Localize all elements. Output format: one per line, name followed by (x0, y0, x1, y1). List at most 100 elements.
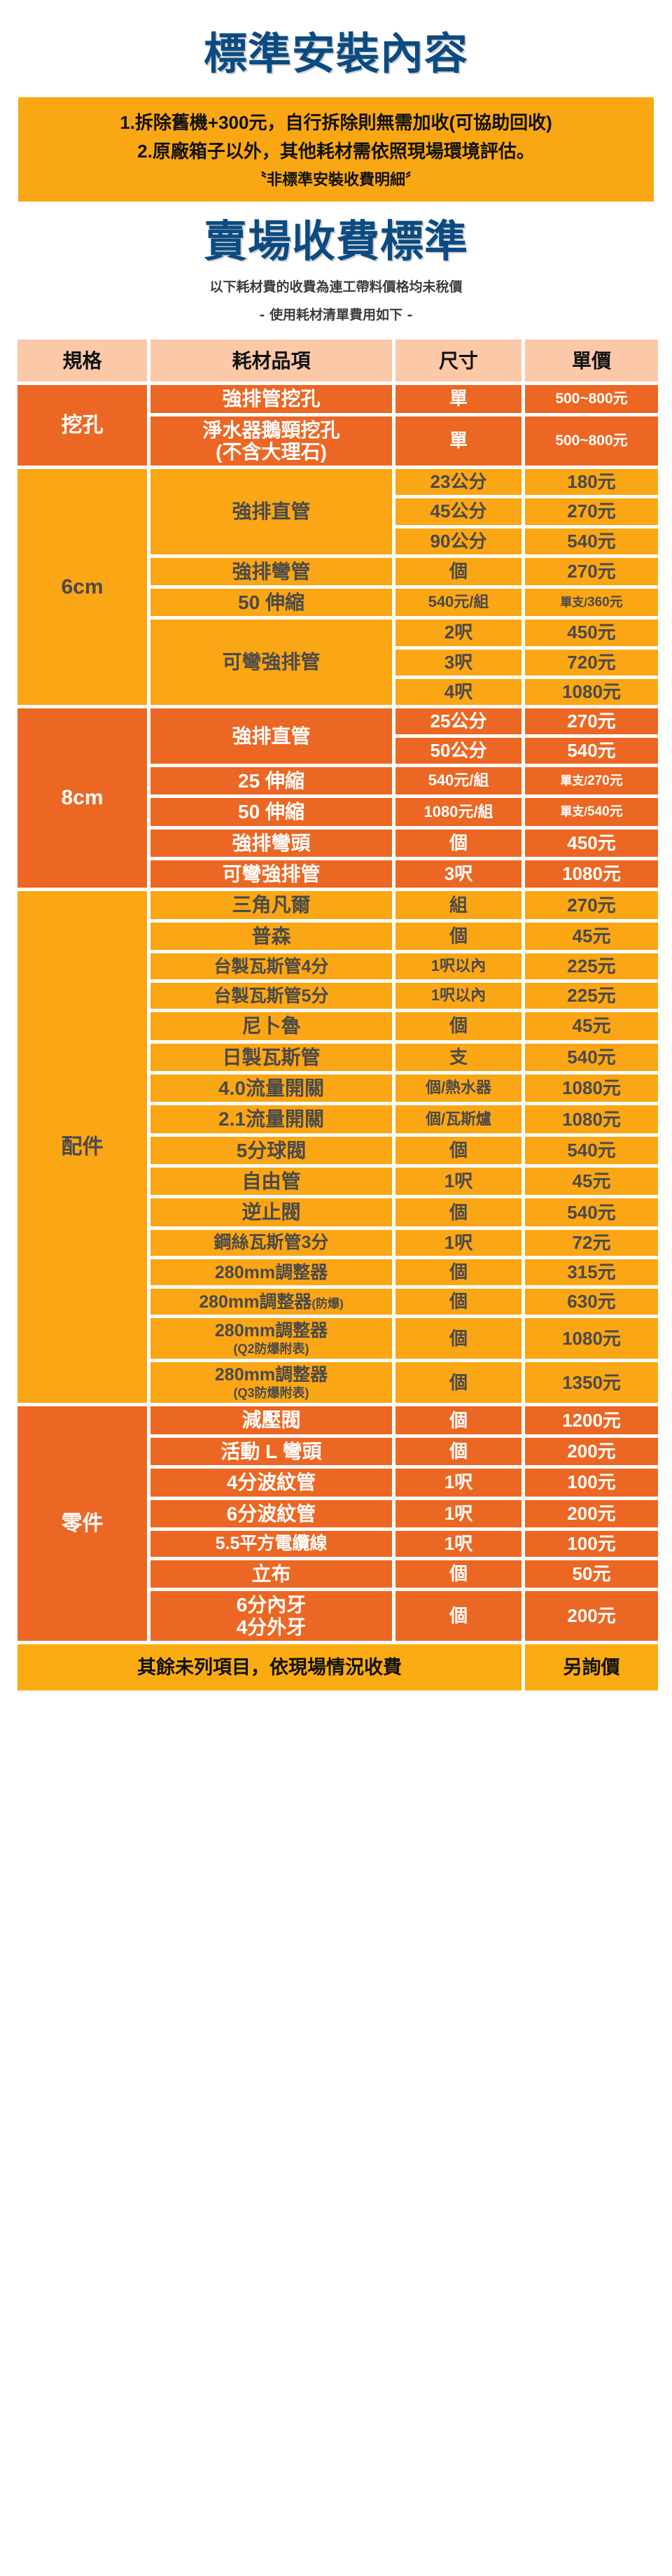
item-name: 可彎強排管 (150, 860, 392, 888)
item-price: 315元 (525, 1259, 658, 1286)
item-price: 270元 (525, 891, 658, 919)
item-size: 3呎 (396, 649, 522, 676)
item-price: 1080元 (525, 678, 658, 705)
item-size: 1呎 (396, 1530, 522, 1558)
table-row: 50 伸縮 1080元/組 單支/540元 (18, 798, 658, 826)
table-row: 可彎強排管 3呎 1080元 (18, 860, 658, 888)
notice-line-2: 2.原廠箱子以外，其他耗材需依照現場環境評估。 (137, 140, 535, 162)
item-name: 尼卜魯 (150, 1012, 392, 1040)
item-name: 50 伸縮 (150, 589, 392, 617)
group-label-2: 8cm (18, 708, 147, 888)
price-prefix: 單支/ (560, 596, 588, 610)
item-size: 540元/組 (396, 766, 522, 795)
item-size: 個 (396, 1591, 522, 1642)
item-name: 強排管挖孔 (150, 385, 392, 413)
table-row: 50公分 540元 (18, 737, 658, 764)
page-title-standard-install: 標準安裝內容 (203, 30, 468, 78)
bottom-spacer (0, 1694, 672, 1722)
item-name: 2.1流量開關 (150, 1105, 392, 1133)
group-label-4: 零件 (18, 1406, 147, 1642)
item-name: 280mm調整器(防爆) (150, 1289, 392, 1315)
table-row: 可彎強排管 2呎 450元 (18, 620, 658, 705)
item-name: 強排彎管 (150, 557, 392, 586)
item-price: 500~800元 (525, 416, 658, 466)
item-price: 500~800元 (525, 385, 658, 413)
table-row: 5分球閥個 540元 (18, 1136, 658, 1165)
item-name: 活動 L 彎頭 (150, 1437, 392, 1466)
table-row: 4分波紋管 1呎 100元 (18, 1469, 658, 1497)
item-size: 個 (396, 1289, 522, 1315)
item-size: 1呎以內 (396, 953, 522, 980)
item-name: 普森 (150, 922, 392, 951)
item-size: 3呎 (396, 860, 522, 888)
item-size: 23公分 (396, 469, 522, 496)
item-price: 270元 (525, 557, 658, 586)
item-name: 強排直管 (150, 469, 392, 554)
item-price: 100元 (525, 1530, 658, 1558)
footer-ask-price: 另詢價 (525, 1644, 658, 1691)
item-size: 1呎 (396, 1469, 522, 1497)
column-header-item: 耗材品項 (150, 340, 392, 382)
table-row: 6分內牙 4分外牙個 200元 (18, 1591, 658, 1642)
item-name: 強排彎頭 (150, 829, 392, 858)
footer-message: 其餘未列項目，依現場情況收費 (18, 1644, 522, 1691)
item-size: 1呎 (396, 1499, 522, 1527)
item-size: 50公分 (396, 737, 522, 764)
item-size: 個 (396, 829, 522, 858)
notice-line-3: 〝非標準安裝收費明細〞 (251, 170, 421, 188)
item-name: 可彎強排管 (150, 620, 392, 705)
group-label-0: 挖孔 (18, 385, 147, 466)
item-price: 450元 (525, 620, 658, 646)
item-size: 個 (396, 1259, 522, 1286)
item-size: 個 (396, 1560, 522, 1588)
column-header-size: 尺寸 (396, 340, 522, 382)
table-row: 3呎 720元 (18, 649, 658, 676)
item-size: 1呎 (396, 1229, 522, 1256)
item-name: 280mm調整器 (150, 1259, 392, 1286)
item-name: 台製瓦斯管5分 (150, 983, 392, 1009)
item-size: 540元/組 (396, 589, 522, 617)
item-price: 1080元 (525, 1074, 658, 1102)
item-price: 225元 (525, 983, 658, 1009)
item-price: 200元 (525, 1591, 658, 1642)
item-price: 1080元 (525, 1105, 658, 1133)
price-prefix: 單支/ (560, 774, 588, 788)
item-name: 強排直管 (150, 708, 392, 764)
item-size: 25公分 (396, 708, 522, 734)
price-list-page: 標準安裝內容 1.拆除舊機+300元，自行拆除則無需加收(可協助回收) 2.原廠… (0, 30, 672, 1722)
item-price: 225元 (525, 953, 658, 980)
table-row: 活動 L 彎頭個 200元 (18, 1437, 658, 1466)
item-name: 4.0流量開關 (150, 1074, 392, 1102)
table-row: 280mm調整器(防爆) 個 630元 (18, 1289, 658, 1315)
item-price: 720元 (525, 649, 658, 676)
item-price: 540元 (525, 1198, 658, 1226)
item-price: 630元 (525, 1289, 658, 1315)
table-row: 配件 三角凡爾組 270元 (18, 891, 658, 1404)
item-size: 1呎 (396, 1168, 522, 1196)
item-price: 180元 (525, 469, 658, 496)
table-row: 立布個 50元 (18, 1560, 658, 1588)
item-price: 270元 (525, 708, 658, 734)
table-row: 8cm 強排直管 25公分 270元 (18, 708, 658, 888)
table-row: 280mm調整器個 315元 (18, 1259, 658, 1286)
table-row: 4.0流量開關 個/熱水器 1080元 (18, 1074, 658, 1102)
item-name: 淨水器鵝頸挖孔 (不含大理石) (150, 416, 392, 466)
item-name: 280mm調整器 (Q2防爆附表) (150, 1318, 392, 1359)
item-name: 立布 (150, 1560, 392, 1588)
item-price: 1080元 (525, 860, 658, 888)
item-price: 540元 (525, 737, 658, 764)
item-size: 45公分 (396, 498, 522, 525)
item-name: 280mm調整器 (Q3防爆附表) (150, 1362, 392, 1404)
item-size: 個 (396, 557, 522, 586)
column-header-price: 單價 (525, 340, 658, 382)
item-name: 三角凡爾 (150, 891, 392, 919)
item-size: 組 (396, 891, 522, 919)
item-size: 90公分 (396, 528, 522, 554)
notice-line-1: 1.拆除舊機+300元，自行拆除則無需加收(可協助回收) (120, 112, 552, 134)
table-row: 強排彎管個 270元 (18, 557, 658, 586)
notice-box: 1.拆除舊機+300元，自行拆除則無需加收(可協助回收) 2.原廠箱子以外，其他… (18, 97, 654, 202)
table-row: 台製瓦斯管5分 1呎以內 225元 (18, 983, 658, 1009)
item-price: 540元 (525, 1136, 658, 1165)
item-name: 逆止閥 (150, 1198, 392, 1226)
item-price: 270元 (525, 498, 658, 525)
